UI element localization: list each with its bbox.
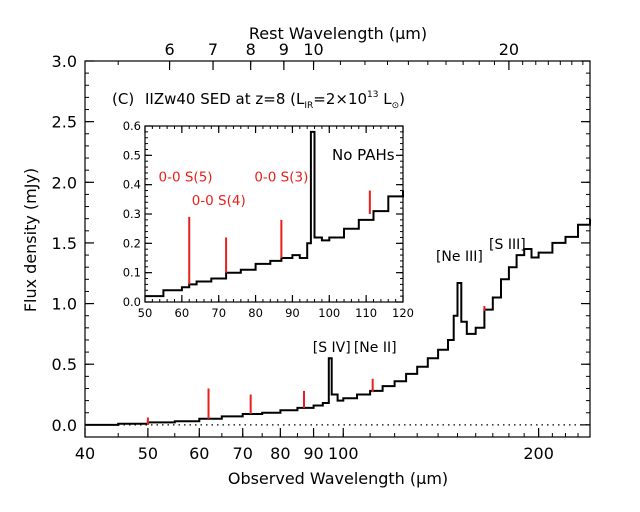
main-ticks: 40 50 60 70 80 90 100 200 6 7 8 9 10 20 0.0 0.5 1.0 1.5 2.… [52, 40, 591, 463]
x-tick-label: 50 [138, 444, 158, 463]
inset-x-tick-label: 70 [211, 306, 226, 320]
x-tick-label: 90 [303, 444, 323, 463]
sed-spectrum-line [85, 218, 591, 426]
y-tick-label: 2.0 [52, 173, 77, 192]
inset-y-tick-label: 0.1 [123, 266, 141, 280]
main-markers [146, 306, 486, 425]
inset-x-tick-label: 80 [248, 306, 263, 320]
main-annotations: [S IV] [Ne II] [Ne III] [S III] [313, 237, 526, 356]
y-tick-label: 1.5 [52, 234, 77, 253]
inset-backdrop [111, 122, 413, 328]
main-series [85, 218, 591, 426]
x-tick-label: 40 [75, 444, 95, 463]
line-annotation: [S III] [489, 237, 526, 253]
inset-h2-line-label: 0-0 S(5) [159, 170, 213, 186]
y-tick-label: 1.0 [52, 295, 77, 314]
x2-tick-label: 10 [303, 40, 323, 59]
x2-tick-label: 9 [279, 40, 289, 59]
x-axis-label: Observed Wavelength (μm) [228, 469, 448, 488]
inset-x-tick-label: 100 [318, 306, 340, 320]
x-tick-label: 100 [328, 444, 359, 463]
inset-x-tick-label: 90 [285, 306, 300, 320]
main-plot-frame [84, 60, 591, 438]
y-tick-label: 0.5 [52, 355, 77, 374]
inset-y-tick-label: 0.4 [123, 178, 141, 192]
line-annotation: [S IV] [313, 340, 351, 356]
x2-tick-label: 6 [164, 40, 174, 59]
inset-labels: 0-0 S(5) 0-0 S(4) 0-0 S(3) [159, 170, 309, 209]
x-tick-label: 80 [270, 444, 290, 463]
inset-h2-line-label: 0-0 S(3) [254, 170, 308, 186]
inset-ticks: 50 60 70 80 90 100 110 120 0.0 0.1 0.2 0.3 0.4 0.5 0.6 [123, 119, 414, 320]
inset-x-tick-label: 60 [175, 306, 190, 320]
main-axes [84, 60, 591, 438]
line-annotation: [Ne III] [436, 249, 483, 265]
x2-tick-label: 20 [499, 40, 519, 59]
x-tick-label: 60 [189, 444, 209, 463]
inset-note: No PAHs [332, 146, 395, 164]
inset-spectrum-line [145, 130, 404, 298]
x2-tick-label: 8 [246, 40, 256, 59]
inset-markers [188, 190, 371, 285]
y-tick-label: 2.5 [52, 113, 77, 132]
main-title: (C) IIZw40 SED at z=8 (LIR=2×1013 L⊙) [112, 90, 405, 111]
inset-h2-line-label: 0-0 S(4) [192, 193, 246, 209]
inset-x-tick-label: 120 [392, 306, 414, 320]
inset-y-tick-label: 0.5 [123, 148, 141, 162]
x2-axis-label: Rest Wavelength (μm) [249, 24, 427, 43]
x-tick-label: 200 [523, 444, 554, 463]
y-tick-label: 0.0 [52, 416, 77, 435]
x-tick-label: 70 [233, 444, 253, 463]
inset-y-tick-label: 0.0 [123, 295, 141, 309]
y-tick-label: 3.0 [52, 52, 77, 71]
inset-x-tick-label: 110 [355, 306, 377, 320]
x2-tick-label: 7 [208, 40, 218, 59]
inset-y-tick-label: 0.6 [123, 119, 141, 133]
y-axis-label: Flux density (mJy) [21, 168, 40, 312]
inset-series [145, 130, 404, 298]
inset-y-tick-label: 0.3 [123, 207, 141, 221]
inset-y-tick-label: 0.2 [123, 236, 141, 250]
inset-x-tick-label: 50 [138, 306, 153, 320]
line-annotation: [Ne II] [354, 340, 397, 356]
inset-background [111, 122, 413, 328]
